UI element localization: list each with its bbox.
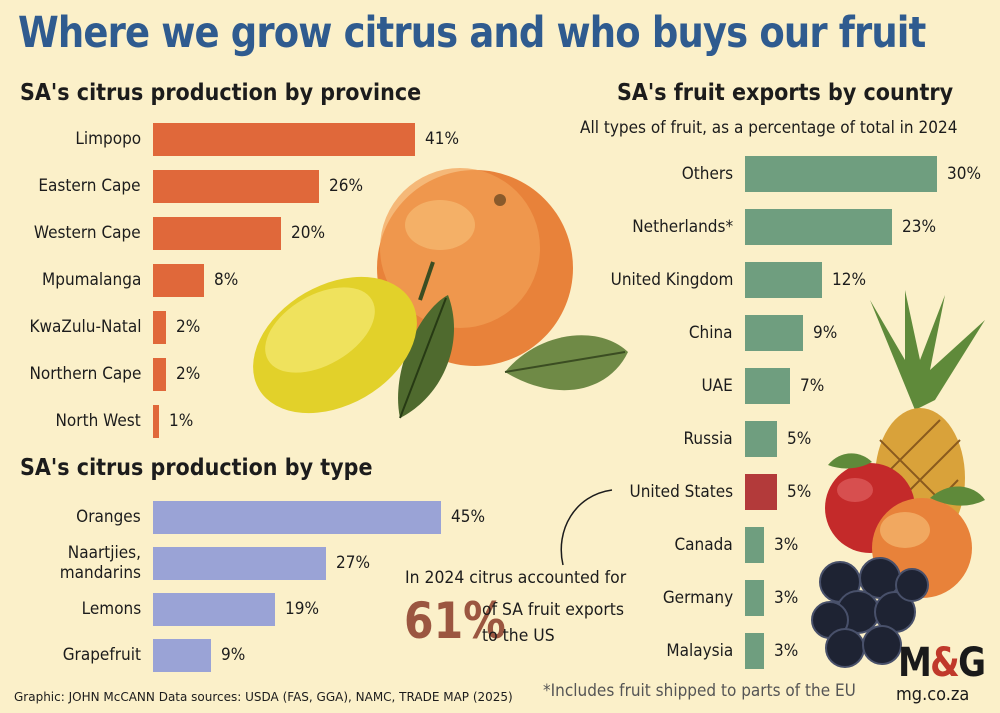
leaf-illustration [398, 295, 455, 419]
category-label: Northern Cape [29, 364, 141, 384]
leaf-illustration [504, 335, 628, 391]
bar [745, 527, 765, 563]
value-label: 9% [220, 645, 245, 665]
annotation-line-1: In 2024 citrus accounted for [405, 568, 627, 588]
value-label: 45% [451, 507, 486, 527]
category-label: Canada [674, 535, 733, 555]
logo-ampersand: & [930, 640, 960, 686]
bar [153, 216, 281, 250]
bar [153, 500, 441, 534]
bar [745, 633, 765, 669]
category-label: Malaysia [666, 641, 733, 661]
value-label: 9% [812, 323, 837, 343]
bar [153, 263, 205, 297]
category-label: Mpumalanga [41, 270, 141, 290]
credits: Graphic: JOHN McCANN Data sources: USDA … [14, 690, 513, 704]
main-title: Where we grow citrus and who buys our fr… [18, 8, 926, 58]
category-label: KwaZulu-Natal [28, 317, 141, 337]
value-label: 8% [214, 270, 239, 290]
value-label: 27% [335, 553, 370, 573]
category-label: United States [629, 482, 733, 502]
category-label: China [689, 323, 733, 343]
value-label: 19% [284, 599, 319, 619]
mg-logo: M&G [898, 640, 986, 686]
value-label: 3% [774, 535, 799, 555]
province-chart-title: SA's citrus production by province [20, 80, 422, 106]
category-label: United Kingdom [610, 270, 733, 290]
exports-chart-subtitle: All types of fruit, as a percentage of t… [580, 118, 958, 138]
category-label: Others [681, 164, 733, 184]
category-label: Limpopo [75, 129, 141, 149]
bar [153, 546, 326, 580]
annotation-percent: 61% [404, 592, 506, 650]
value-label: 26% [329, 176, 364, 196]
value-label: 5% [787, 482, 812, 502]
site-url: mg.co.za [896, 684, 970, 705]
category-label: Netherlands* [632, 217, 733, 237]
bar [745, 421, 777, 457]
bar [153, 169, 320, 203]
bar [745, 474, 777, 510]
value-label: 30% [947, 164, 982, 184]
logo-m: M [898, 640, 932, 686]
exports-chart-title: SA's fruit exports by country [617, 80, 954, 106]
bar [153, 638, 211, 672]
bar [745, 156, 937, 192]
value-label: 41% [425, 129, 460, 149]
category-label: Western Cape [34, 223, 141, 243]
bar [745, 368, 790, 404]
bar [745, 262, 822, 298]
bar [745, 580, 765, 616]
category-label: Oranges [76, 507, 141, 527]
value-label: 2% [175, 364, 201, 384]
footnote: *Includes fruit shipped to parts of the … [543, 681, 856, 701]
logo-g: G [958, 640, 986, 686]
bar [153, 592, 275, 626]
category-label: Russia [683, 429, 733, 449]
bar [745, 315, 803, 351]
category-label: North West [55, 411, 141, 431]
value-label: 23% [902, 217, 937, 237]
category-label: Lemons [81, 599, 141, 619]
blueberries-illustration [811, 557, 929, 668]
value-label: 3% [774, 588, 799, 608]
value-label: 20% [291, 223, 326, 243]
annotation-line-2: of SA fruit exports [482, 600, 625, 620]
category-label: Naartjies, mandarins [59, 543, 141, 583]
annotation-connector [560, 489, 613, 566]
value-label: 2% [175, 317, 201, 337]
category-label: Germany [662, 588, 733, 608]
value-label: 7% [799, 376, 825, 396]
bar [153, 404, 160, 438]
category-label: UAE [701, 376, 733, 396]
bar [153, 310, 166, 344]
value-label: 1% [169, 411, 194, 431]
bar [745, 209, 893, 245]
category-label: Grapefruit [62, 645, 141, 665]
bar [153, 122, 416, 156]
annotation-line-3: to the US [482, 626, 555, 646]
lemon-illustration [253, 261, 435, 414]
value-label: 12% [831, 270, 866, 290]
category-label: Eastern Cape [38, 176, 141, 196]
type-chart-title: SA's citrus production by type [20, 455, 373, 481]
value-label: 3% [774, 641, 799, 661]
bar [153, 357, 166, 391]
value-label: 5% [787, 429, 812, 449]
